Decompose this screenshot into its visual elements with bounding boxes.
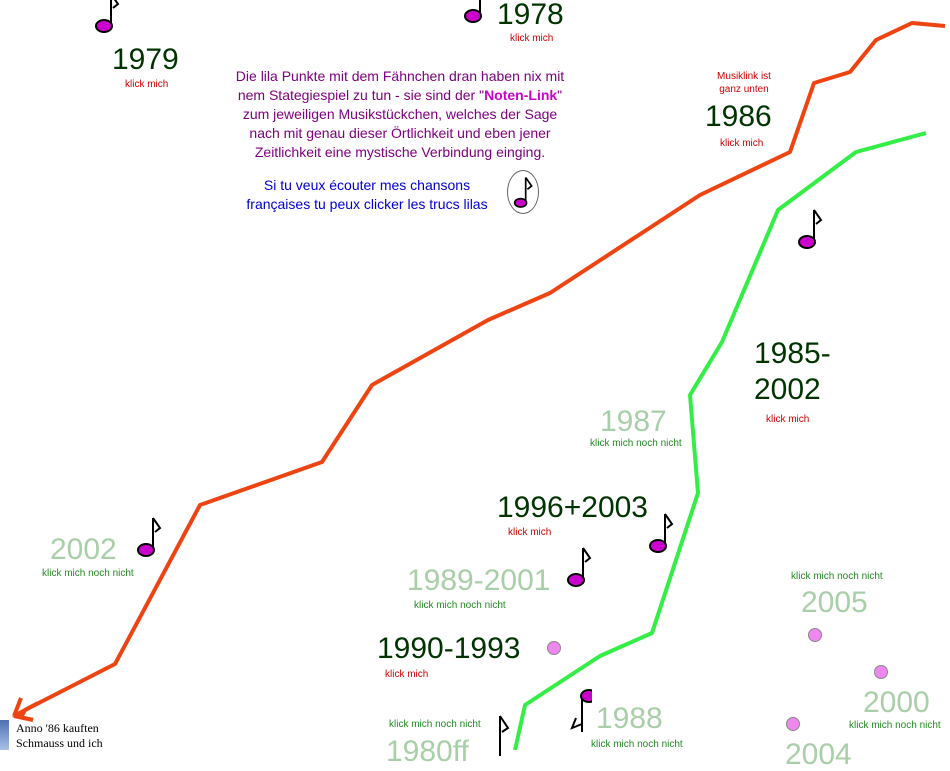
klick-label[interactable]: klick mich <box>766 414 810 425</box>
year-2000: 2000 <box>863 686 930 719</box>
year-1985-2002[interactable]: 1985- 2002 <box>754 337 831 406</box>
klick-label: klick mich noch nicht <box>42 568 134 579</box>
musiklink-note: Musiklink ist ganz unten <box>717 71 771 95</box>
music-note-icon[interactable] <box>136 514 162 558</box>
music-note-icon[interactable] <box>648 510 674 554</box>
klick-label[interactable]: klick mich <box>125 79 169 90</box>
year-1980ff: 1980ff <box>386 735 469 768</box>
noten-link[interactable]: Noten-Link <box>484 87 558 103</box>
year-1988: 1988 <box>596 702 663 735</box>
year-1996-2003[interactable]: 1996+2003 <box>497 491 648 524</box>
music-note-icon[interactable] <box>513 172 535 210</box>
music-note-icon[interactable] <box>566 688 592 732</box>
music-note-icon[interactable] <box>797 206 823 250</box>
year-2004: 2004 <box>785 738 852 771</box>
year-2005: 2005 <box>801 586 868 619</box>
klick-label: klick mich noch nicht <box>414 600 506 611</box>
location-dot[interactable] <box>786 717 800 731</box>
music-note-icon[interactable] <box>463 0 489 24</box>
anno-text: Anno '86 kauften Schmauss und ich <box>16 721 103 750</box>
timeline-lines <box>12 21 946 750</box>
french-text: Si tu veux écouter mes chansons français… <box>246 177 488 212</box>
music-note-icon[interactable] <box>492 712 518 756</box>
klick-label: klick mich noch nicht <box>389 719 481 730</box>
intro-text: Die lila Punkte mit dem Fähnchen dran ha… <box>235 68 565 160</box>
klick-label: klick mich noch nicht <box>791 571 883 582</box>
green-timeline <box>513 131 927 750</box>
year-1979[interactable]: 1979 <box>112 43 179 76</box>
music-note-icon[interactable] <box>94 0 120 34</box>
klick-label[interactable]: klick mich <box>720 138 764 149</box>
year-1986[interactable]: 1986 <box>705 100 772 133</box>
location-dot[interactable] <box>547 641 561 655</box>
klick-label[interactable]: klick mich <box>508 527 552 538</box>
red-timeline <box>24 21 946 712</box>
french-songs-link[interactable] <box>507 170 539 214</box>
year-2002: 2002 <box>50 533 117 566</box>
music-note-icon[interactable] <box>566 544 592 588</box>
photo-thumbnail[interactable] <box>0 720 9 750</box>
year-1978[interactable]: 1978 <box>497 0 564 31</box>
year-1990-1993[interactable]: 1990-1993 <box>377 632 521 665</box>
klick-label: klick mich noch nicht <box>849 720 941 731</box>
location-dot[interactable] <box>808 628 822 642</box>
klick-label[interactable]: klick mich <box>510 33 554 44</box>
year-1989-2001: 1989-2001 <box>407 564 551 597</box>
klick-label: klick mich noch nicht <box>591 739 683 750</box>
klick-label[interactable]: klick mich <box>385 669 429 680</box>
year-1987: 1987 <box>600 405 667 438</box>
location-dot[interactable] <box>874 665 888 679</box>
klick-label: klick mich noch nicht <box>590 438 682 449</box>
